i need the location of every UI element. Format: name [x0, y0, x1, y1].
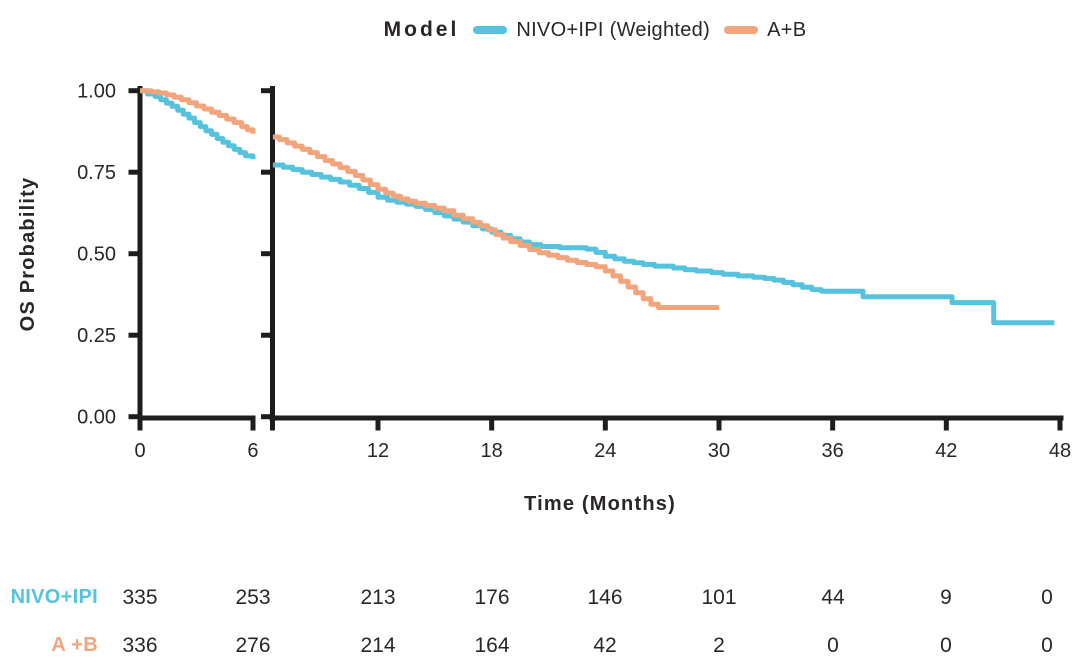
risk-value: 276 — [235, 634, 271, 657]
risk-value: 44 — [821, 586, 845, 609]
risk-value: 336 — [122, 634, 158, 657]
curve-a-b-right — [272, 134, 719, 310]
y-tick-label: 0.00 — [77, 407, 116, 429]
x-tick-label: 12 — [367, 440, 389, 462]
risk-value: 0 — [1041, 586, 1053, 609]
legend-title: Model — [383, 18, 460, 41]
x-tick-label: 36 — [822, 440, 844, 462]
legend-label-a-b: A+B — [767, 18, 807, 41]
risk-value: 42 — [593, 634, 617, 657]
x-tick-label: 18 — [481, 440, 503, 462]
risk-value: 164 — [474, 634, 510, 657]
x-axis-label: Time (Months) — [524, 493, 676, 515]
risk-row-label-nivo-ipi: NIVO+IPI — [10, 586, 98, 608]
survival-plot: 1.00 0.75 0.50 0.25 0.00 0 6 12 18 24 30 36 42 48 — [77, 81, 1071, 462]
risk-value: 0 — [940, 634, 952, 657]
x-tick-label: 0 — [134, 440, 145, 462]
risk-value: 176 — [474, 586, 510, 609]
nivo-ipi-line-swatch-icon — [473, 26, 508, 34]
risk-value: 335 — [122, 586, 158, 609]
risk-value: 0 — [827, 634, 839, 657]
risk-value: 214 — [360, 634, 396, 657]
y-tick-label: 0.25 — [77, 325, 116, 347]
x-tick-label: 30 — [708, 440, 730, 462]
risk-value: 2 — [713, 634, 725, 657]
legend-item-a-b: A+B — [724, 19, 806, 42]
curve-nivo-ipi-left — [140, 88, 256, 160]
risk-row-label-a-b: A +B — [51, 634, 98, 656]
risk-value: 101 — [701, 586, 737, 609]
legend-label-nivo-ipi: NIVO+IPI (Weighted) — [516, 18, 711, 41]
risk-value: 146 — [587, 586, 623, 609]
x-tick-label: 24 — [594, 440, 616, 462]
curve-nivo-ipi-right — [272, 162, 1055, 326]
x-tick-label: 6 — [247, 440, 258, 462]
x-tick-label: 48 — [1049, 440, 1071, 462]
y-tick-label: 0.75 — [77, 162, 116, 184]
risk-value: 9 — [940, 586, 952, 609]
x-tick-label: 42 — [935, 440, 957, 462]
legend: Model NIVO+IPI (Weighted) A+B — [0, 18, 1080, 42]
y-tick-label: 1.00 — [77, 81, 116, 103]
risk-value: 0 — [1041, 634, 1053, 657]
risk-value: 213 — [360, 586, 396, 609]
a-b-line-swatch-icon — [724, 26, 759, 34]
curve-a-b-left — [140, 88, 256, 134]
y-tick-label: 0.50 — [77, 244, 116, 266]
legend-item-nivo-ipi: NIVO+IPI (Weighted) — [473, 19, 710, 42]
risk-value: 253 — [235, 586, 271, 609]
